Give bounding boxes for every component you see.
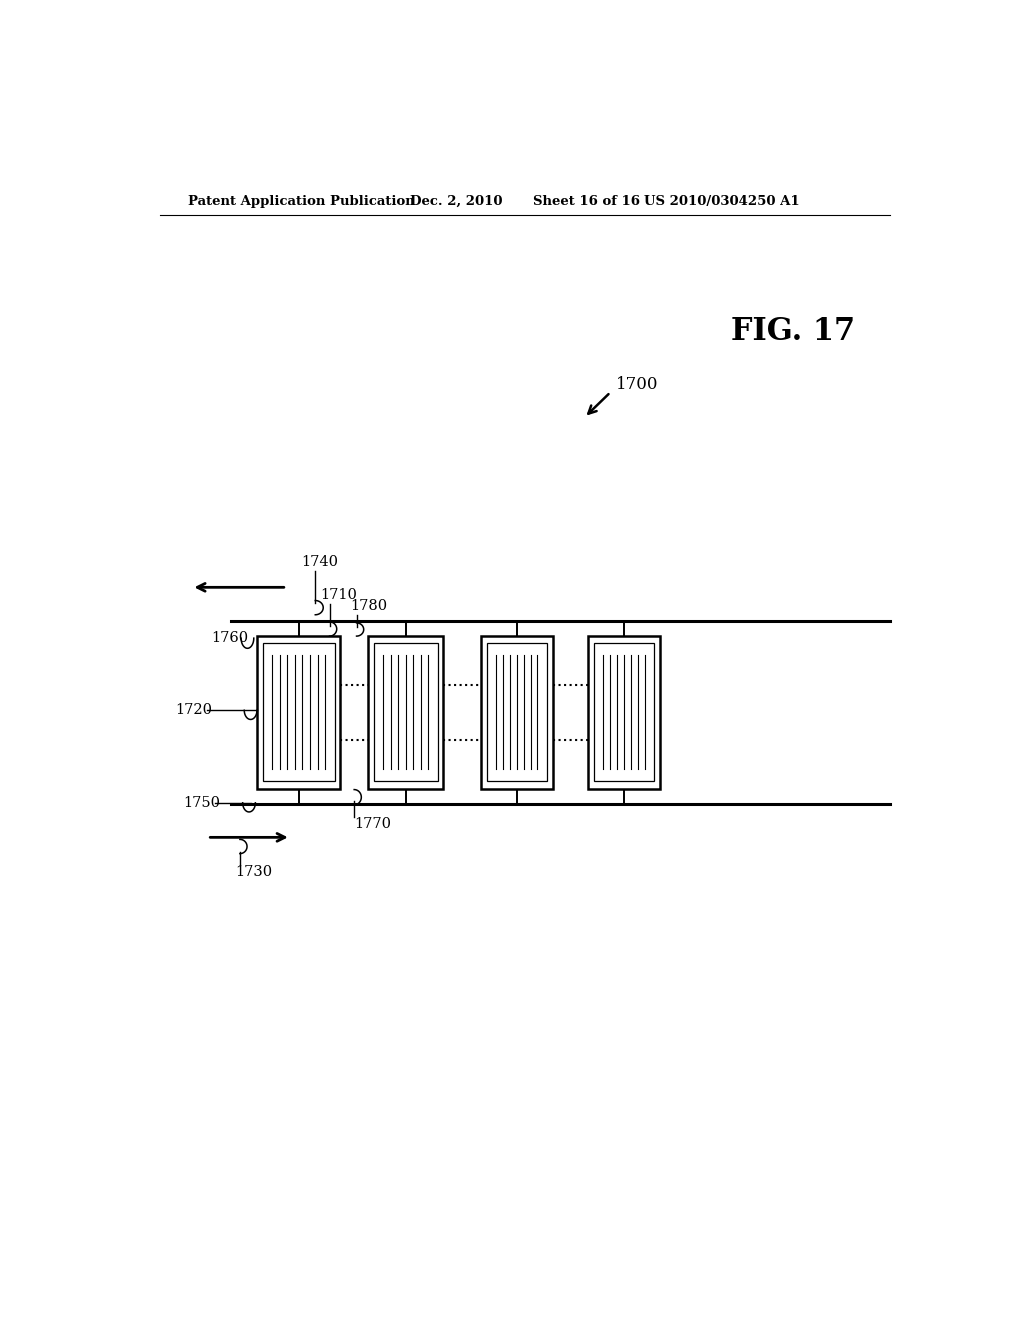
Bar — [262, 643, 335, 781]
Text: 1740: 1740 — [301, 554, 338, 569]
Text: US 2010/0304250 A1: US 2010/0304250 A1 — [644, 194, 800, 207]
Text: 1750: 1750 — [183, 796, 220, 809]
Text: 1700: 1700 — [616, 376, 658, 392]
Text: 1710: 1710 — [321, 587, 357, 602]
Text: 1780: 1780 — [350, 599, 387, 612]
Bar — [257, 636, 340, 788]
Bar — [374, 643, 438, 781]
Bar — [588, 636, 659, 788]
Text: 1770: 1770 — [354, 817, 391, 832]
Text: 1760: 1760 — [211, 631, 249, 645]
Text: 1720: 1720 — [176, 704, 213, 717]
Text: Dec. 2, 2010: Dec. 2, 2010 — [410, 194, 502, 207]
Bar — [594, 643, 654, 781]
Text: Sheet 16 of 16: Sheet 16 of 16 — [532, 194, 640, 207]
Bar — [481, 636, 553, 788]
Bar — [486, 643, 547, 781]
Bar — [368, 636, 443, 788]
Text: Patent Application Publication: Patent Application Publication — [187, 194, 415, 207]
Text: FIG. 17: FIG. 17 — [731, 315, 855, 347]
Text: 1730: 1730 — [236, 865, 272, 879]
